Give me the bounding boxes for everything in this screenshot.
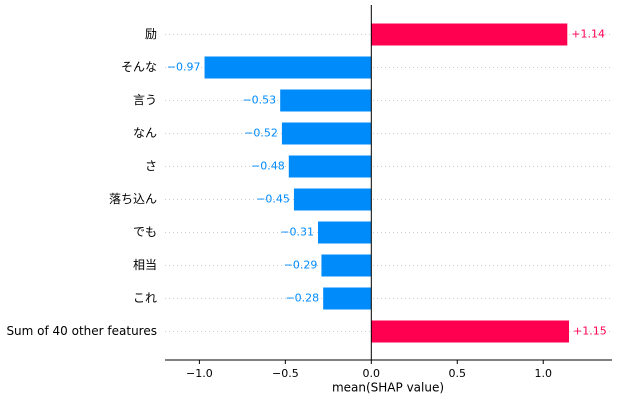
x-tick-label: 0.5 bbox=[449, 367, 467, 380]
y-tick-label: なん bbox=[133, 126, 157, 140]
y-tick-label: 落ち込ん bbox=[109, 192, 157, 206]
bar bbox=[371, 320, 570, 343]
y-tick-label: Sum of 40 other features bbox=[6, 324, 157, 338]
bar bbox=[281, 122, 372, 145]
x-tick-label: −0.5 bbox=[272, 367, 299, 380]
value-label: −0.31 bbox=[280, 226, 314, 239]
bar bbox=[280, 89, 372, 112]
value-label: −0.52 bbox=[244, 127, 278, 140]
x-axis-label: mean(SHAP value) bbox=[332, 381, 444, 395]
y-tick-label: これ bbox=[133, 291, 157, 305]
value-label: −0.48 bbox=[251, 160, 285, 173]
y-tick-label: さ bbox=[145, 159, 157, 173]
bar bbox=[371, 23, 568, 46]
bar bbox=[293, 188, 372, 211]
value-label: −0.28 bbox=[285, 292, 319, 305]
bar bbox=[323, 287, 372, 310]
value-label: −0.97 bbox=[167, 61, 201, 74]
value-label: −0.45 bbox=[256, 193, 290, 206]
x-tick-label: 0.0 bbox=[363, 367, 381, 380]
y-tick-label: でも bbox=[133, 225, 157, 239]
bar bbox=[288, 155, 372, 178]
bar bbox=[318, 221, 372, 244]
value-label: −0.29 bbox=[284, 259, 318, 272]
y-tick-label: 励 bbox=[145, 27, 157, 41]
y-tick-label: そんな bbox=[121, 60, 157, 74]
x-tick-label: 1.0 bbox=[534, 367, 552, 380]
value-label: +1.15 bbox=[573, 325, 607, 338]
y-tick-label: 言う bbox=[133, 93, 157, 107]
bar bbox=[321, 254, 372, 277]
x-tick-label: −1.0 bbox=[186, 367, 213, 380]
value-label: +1.14 bbox=[571, 28, 605, 41]
y-tick-label: 相当 bbox=[133, 258, 157, 272]
bar bbox=[204, 56, 372, 79]
value-label: −0.53 bbox=[242, 94, 276, 107]
